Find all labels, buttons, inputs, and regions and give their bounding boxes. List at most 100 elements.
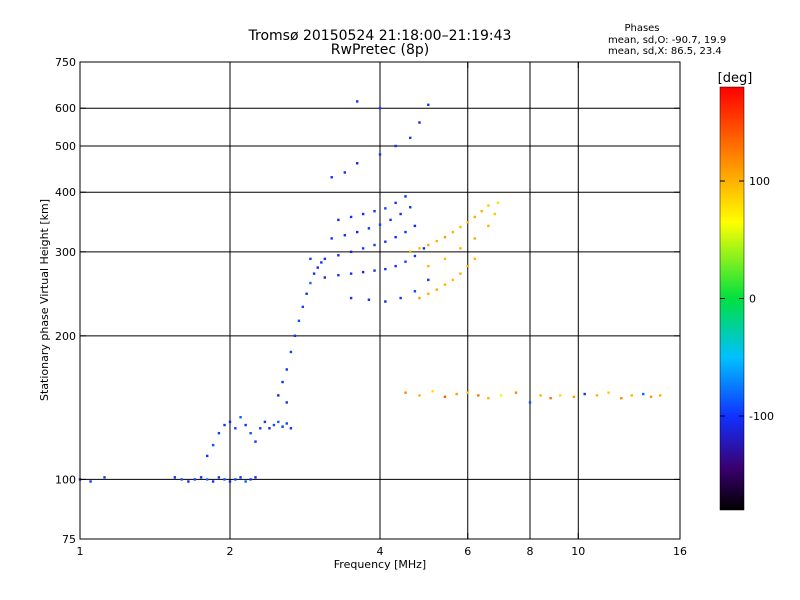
x-axis-label: Frequency [MHz] (334, 558, 426, 571)
echo-point (355, 100, 359, 103)
y-tick-label: 75 (62, 533, 76, 546)
echo-point (451, 278, 455, 282)
echo-point (355, 230, 359, 234)
echo-point (223, 423, 226, 427)
y-tick-label: 300 (55, 246, 76, 259)
echo-point (305, 292, 308, 295)
echo-point (384, 240, 387, 243)
echo-point (443, 283, 447, 286)
echo-point (187, 480, 190, 483)
echo-point (293, 334, 297, 338)
echo-point (399, 296, 402, 300)
echo-point (239, 416, 242, 419)
scatter-points (78, 100, 662, 483)
echo-point (234, 427, 237, 430)
echo-point (466, 221, 469, 224)
echo-point (451, 230, 455, 234)
echo-point (642, 392, 645, 396)
echo-point (427, 292, 430, 295)
y-tick-label: 100 (55, 473, 76, 486)
echo-point (394, 264, 397, 268)
y-axis-label: Stationary phase Virtual Height [km] (38, 199, 51, 401)
echo-point (418, 121, 421, 124)
echo-point (254, 476, 257, 479)
echo-point (337, 254, 340, 257)
echo-point (459, 225, 462, 229)
echo-point (394, 144, 397, 148)
echo-point (487, 224, 490, 228)
echo-point (427, 264, 430, 268)
echo-point (413, 290, 417, 293)
echo-point (309, 257, 312, 261)
echo-point (389, 218, 392, 222)
echo-point (211, 480, 215, 483)
phase-stats-x: mean, sd,X: 86.5, 23.4 (608, 46, 722, 57)
y-tick-label: 400 (55, 186, 76, 199)
echo-point (473, 215, 477, 219)
echo-point (404, 260, 407, 263)
echo-point (422, 247, 426, 250)
echo-point (355, 162, 359, 165)
echo-point (620, 396, 623, 400)
axes: 1 2 4 6 8 10 16 75 100 200 300 400 500 600 750 (55, 56, 687, 558)
echo-point (384, 207, 387, 210)
echo-point (343, 234, 347, 237)
echo-point (205, 454, 209, 458)
colorbar-tick-label: -100 (749, 410, 774, 423)
echo-point (349, 250, 353, 254)
echo-point (223, 478, 226, 481)
colorbar-label: [deg] (718, 71, 753, 86)
echo-point (427, 278, 430, 282)
echo-point (413, 254, 417, 258)
echo-point (466, 391, 469, 394)
echo-point (277, 394, 280, 397)
phase-stats-o: mean, sd,O: -90.7, 19.9 (608, 35, 726, 46)
x-tick-label: 2 (227, 545, 234, 558)
echo-point (268, 427, 271, 430)
echo-point (607, 391, 610, 394)
echo-point (466, 264, 469, 268)
echo-point (409, 250, 412, 254)
echo-point (103, 476, 106, 479)
echo-point (320, 261, 323, 264)
echo-point (409, 206, 412, 209)
echo-point (514, 391, 518, 394)
echo-point (217, 431, 221, 435)
echo-point (337, 273, 340, 277)
echo-point (384, 267, 387, 271)
echo-point (539, 394, 542, 397)
echo-point (373, 243, 376, 247)
echo-point (399, 212, 402, 216)
echo-point (316, 266, 319, 269)
colorbar-tick-label: 0 (749, 293, 756, 306)
echo-point (378, 153, 382, 156)
grid-lines (80, 62, 680, 539)
echo-point (435, 288, 438, 291)
echo-point (244, 423, 247, 427)
echo-point (285, 368, 288, 371)
echo-point (234, 478, 237, 481)
echo-point (367, 227, 371, 230)
phase-stats-heading: Phases (624, 23, 659, 34)
echo-point (361, 270, 365, 274)
echo-point (435, 239, 438, 243)
chart-title: Tromsø 20150524 21:18:00–21:19:43 (248, 28, 512, 44)
echo-point (228, 480, 232, 483)
echo-point (487, 396, 490, 400)
echo-point (431, 390, 434, 393)
echo-point (193, 478, 197, 481)
echo-point (549, 396, 552, 400)
echo-point (473, 237, 477, 240)
echo-point (443, 235, 447, 239)
colorbar-ticks: 100 0 -100 (720, 175, 774, 423)
echo-point (373, 209, 376, 213)
echo-point (254, 440, 257, 443)
echo-point (285, 422, 288, 425)
echo-point (409, 136, 412, 140)
echo-point (480, 209, 483, 213)
echo-point (367, 298, 371, 301)
echo-point (244, 480, 247, 483)
x-tick-label: 8 (527, 545, 534, 558)
echo-point (228, 420, 232, 424)
